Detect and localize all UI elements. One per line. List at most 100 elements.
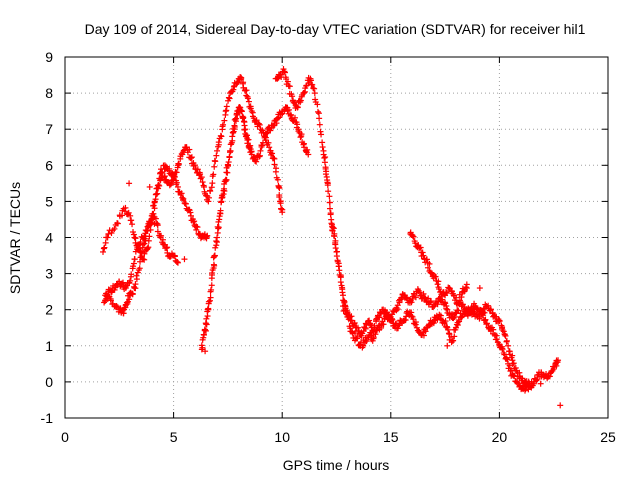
- data-point: [329, 224, 336, 231]
- data-point: [555, 357, 562, 364]
- data-point: [321, 154, 328, 161]
- series-track-f: [340, 303, 533, 394]
- data-point: [154, 228, 161, 235]
- data-point: [311, 90, 318, 97]
- data-point: [337, 279, 344, 286]
- data-point: [482, 316, 489, 323]
- data-point: [164, 244, 171, 251]
- data-point: [231, 123, 238, 130]
- data-point: [367, 321, 374, 328]
- data-point: [238, 75, 245, 82]
- data-point: [496, 318, 503, 325]
- data-point: [316, 121, 323, 128]
- data-point: [223, 176, 230, 183]
- data-point: [423, 256, 430, 263]
- data-point: [193, 226, 200, 233]
- data-point: [263, 130, 270, 137]
- data-point: [114, 220, 121, 227]
- y-tick-label: 3: [45, 266, 53, 282]
- data-point: [341, 299, 348, 306]
- data-point: [426, 260, 433, 267]
- data-point: [500, 328, 507, 335]
- data-point: [327, 211, 334, 218]
- data-point: [158, 232, 165, 239]
- data-point: [190, 218, 197, 225]
- data-point: [354, 335, 361, 342]
- data-point: [348, 317, 355, 324]
- data-point: [203, 315, 210, 322]
- data-point: [483, 320, 490, 327]
- data-point: [272, 168, 279, 175]
- x-tick-label: 5: [170, 429, 178, 445]
- data-point: [389, 316, 396, 323]
- data-point: [207, 294, 214, 301]
- data-point: [408, 313, 415, 320]
- data-point: [274, 176, 281, 183]
- data-point: [154, 222, 161, 229]
- data-point: [255, 120, 262, 127]
- data-point: [490, 326, 497, 333]
- data-point: [231, 116, 238, 123]
- data-point: [276, 185, 283, 192]
- data-point: [126, 296, 133, 303]
- series-outliers: [126, 180, 564, 409]
- data-point: [108, 230, 115, 237]
- data-point: [169, 170, 176, 177]
- series-track-e: [272, 66, 562, 391]
- data-point: [410, 316, 417, 323]
- data-point: [319, 144, 326, 151]
- data-point: [212, 158, 219, 165]
- data-point: [209, 269, 216, 276]
- data-point: [462, 284, 469, 291]
- plot-frame: [64, 56, 609, 419]
- series-track-a: [100, 162, 211, 263]
- data-point: [131, 256, 138, 263]
- data-point: [265, 139, 272, 146]
- data-point: [245, 98, 252, 105]
- data-point: [209, 180, 216, 187]
- data-point: [309, 81, 316, 88]
- data-point: [510, 360, 517, 367]
- data-point: [511, 372, 518, 379]
- data-point: [442, 318, 449, 325]
- data-point: [443, 305, 450, 312]
- data-point: [178, 190, 185, 197]
- data-point: [194, 166, 201, 173]
- data-point: [409, 233, 416, 240]
- data-point: [137, 239, 144, 246]
- data-point: [213, 152, 220, 159]
- data-point: [286, 83, 293, 90]
- data-point: [199, 179, 206, 186]
- data-point: [463, 281, 470, 288]
- data-point: [444, 342, 451, 349]
- data-point: [126, 180, 133, 187]
- data-point: [141, 250, 148, 257]
- data-point: [182, 200, 189, 207]
- data-point: [113, 303, 120, 310]
- series-track-d: [198, 104, 312, 353]
- data-point: [215, 224, 222, 231]
- data-point: [502, 332, 509, 339]
- data-point: [451, 333, 458, 340]
- data-point: [131, 234, 138, 241]
- data-point: [207, 188, 214, 195]
- data-point: [127, 277, 134, 284]
- data-point: [211, 163, 218, 170]
- data-point: [141, 256, 148, 263]
- data-point: [395, 325, 402, 332]
- data-point: [301, 144, 308, 151]
- data-point: [412, 321, 419, 328]
- data-point: [378, 324, 385, 331]
- data-point: [188, 154, 195, 161]
- data-point: [146, 222, 153, 229]
- data-point: [180, 195, 187, 202]
- data-point: [221, 117, 228, 124]
- data-point: [316, 115, 323, 122]
- data-point: [297, 134, 304, 141]
- data-point: [167, 180, 174, 187]
- data-point: [314, 108, 321, 115]
- data-point: [111, 225, 118, 232]
- data-point: [220, 121, 227, 128]
- data-point: [476, 285, 483, 292]
- data-point: [205, 194, 212, 201]
